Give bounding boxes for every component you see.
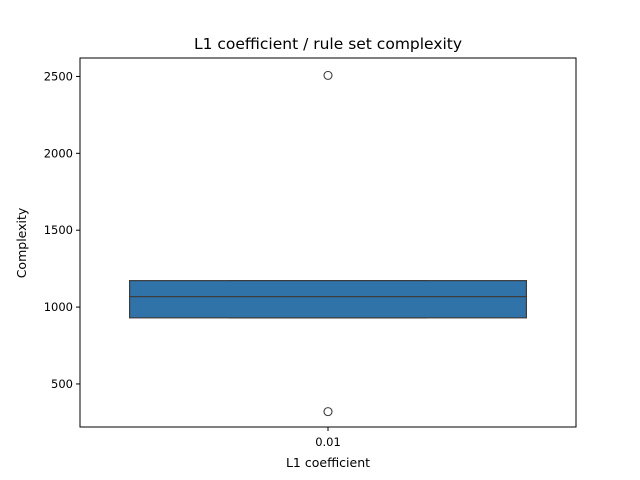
box-iqr xyxy=(129,280,527,319)
x-axis-label: L1 coefficient xyxy=(286,455,370,470)
y-tick-label: 1000 xyxy=(44,300,73,314)
y-tick-label: 2500 xyxy=(44,69,73,83)
y-axis: 500 1000 1500 2000 2500 xyxy=(44,69,80,391)
box-group xyxy=(129,70,527,417)
plot-area xyxy=(79,57,577,428)
y-tick-label: 500 xyxy=(51,377,73,391)
chart-title: L1 coefficient / rule set complexity xyxy=(194,35,462,53)
y-axis-label: Complexity xyxy=(14,207,29,278)
y-tick-label: 1500 xyxy=(44,223,73,237)
y-tick-label: 2000 xyxy=(44,146,73,160)
x-tick-label: 0.01 xyxy=(315,435,341,449)
outlier-point xyxy=(323,70,333,80)
x-axis: 0.01 xyxy=(315,427,341,449)
outlier-point xyxy=(323,407,333,417)
